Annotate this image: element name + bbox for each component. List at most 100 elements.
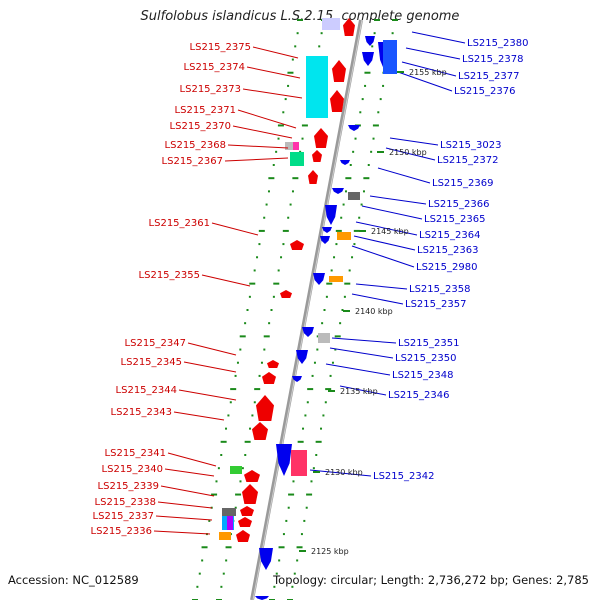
kbp-tick-label: 2155 kbp [409,68,447,77]
label-leader [369,195,427,205]
reverse-gene-label: LS215_3023 [440,140,501,151]
reverse-gene-label: LS215_2377 [458,71,519,82]
forward-gene-arrow [238,517,252,527]
label-leader [246,66,301,79]
reverse-gene-label: LS215_2380 [467,38,528,49]
gene-block [306,56,328,118]
reverse-gene-label: LS215_2357 [405,299,466,310]
label-leader [405,47,461,60]
forward-gene-label: LS215_2355 [139,270,200,281]
gene-block [291,450,307,476]
forward-gene-arrow [242,484,258,504]
reverse-gene-label: LS215_2346 [388,390,449,401]
label-leader [309,469,372,477]
accession-text: Accession: NC_012589 [8,573,139,587]
gene-labels: LS215_2375 LS215_2374 LS215_2373 LS215_2371… [91,38,529,537]
kbp-tick-label: 2150 kbp [389,148,427,157]
forward-gene-arrow [312,150,322,162]
forward-gene-arrow [314,128,328,148]
label-leader [153,530,211,535]
reverse-gene-label: LS215_2363 [417,245,478,256]
forward-gene-arrow [280,290,292,298]
forward-gene-label: LS215_2337 [93,511,154,522]
label-leader [232,125,293,139]
reverse-gene-arrow [322,227,332,233]
reverse-gene-label: LS215_2342 [373,471,434,482]
label-leader [351,245,415,268]
reverse-gene-label: LS215_2351 [398,338,459,349]
reverse-gene-label: LS215_2348 [392,370,453,381]
label-leader [401,61,457,77]
tick-rings [192,19,398,600]
forward-gene-label: LS215_2338 [95,497,156,508]
label-leader [242,88,303,99]
label-leader [155,515,213,521]
kbp-tick-label: 2135 kbp [340,387,378,396]
label-leader [353,235,416,251]
reverse-gene-label: LS215_2365 [424,214,485,225]
label-leader [160,485,215,497]
kbp-ticks: 2155 kbp 2150 kbp 2145 kbp 2140 kbp 2135 kbp… [299,68,447,556]
gene-block [383,40,397,74]
reverse-gene-arrow [313,273,325,285]
reverse-gene-label: LS215_2376 [454,86,515,97]
reverse-gene-arrow [325,205,337,225]
forward-gene-arrow [330,90,344,112]
reverse-gene-arrow [255,596,269,600]
forward-gene-label: LS215_2340 [102,464,163,475]
label-leader [157,501,213,509]
label-leader [329,347,394,359]
label-leader [361,205,423,220]
forward-gene-arrow [332,60,346,82]
forward-gene-arrow [308,170,318,184]
forward-gene-label: LS215_2344 [116,385,177,396]
forward-gene-label: LS215_2375 [190,42,251,53]
label-leader [201,274,251,287]
label-leader [351,293,404,305]
backbone-axis [250,19,363,600]
reverse-gene-arrow [276,444,292,476]
reverse-gene-arrow [296,350,308,364]
forward-gene-label: LS215_2374 [184,62,245,73]
label-leaders [153,31,466,535]
forward-gene-label: LS215_2367 [162,156,223,167]
kbp-tick-label: 2145 kbp [371,227,409,236]
reverse-gene-arrow [348,125,360,131]
forward-gene-arrow [262,372,276,384]
forward-gene-arrow [240,506,254,516]
label-leader [164,468,215,477]
label-leader [411,31,466,44]
gene-block [230,466,242,474]
gene-block [348,192,360,200]
gene-features [219,18,397,600]
forward-gene-label: LS215_2373 [180,84,241,95]
label-leader [224,157,289,162]
gene-block [291,142,299,150]
label-leader [331,337,397,344]
forward-gene-arrow [343,18,355,36]
forward-gene-label: LS215_2343 [111,407,172,418]
gene-block [322,18,340,30]
forward-gene-arrow [267,360,279,368]
label-leader [167,452,217,467]
reverse-gene-arrow [320,236,330,244]
label-leader [355,221,418,236]
reverse-gene-label: LS215_2350 [395,353,456,364]
forward-gene-label: LS215_2336 [91,526,152,537]
gene-block [285,142,293,150]
label-leader [178,389,237,401]
reverse-gene-label: LS215_2372 [437,155,498,166]
kbp-tick-label: 2130 kbp [325,468,363,477]
reverse-gene-label: LS215_2980 [416,262,477,273]
forward-gene-label: LS215_2370 [170,121,231,132]
label-leader [252,46,299,59]
gene-block [318,333,330,343]
label-leader [325,363,391,376]
reverse-gene-arrow [259,548,273,570]
topology-text: Topology: circular; Length: 2,736,272 bp… [273,573,589,587]
forward-gene-arrow [290,240,304,250]
forward-gene-label: LS215_2371 [175,105,236,116]
reverse-gene-label: LS215_2358 [409,284,470,295]
gene-block [337,232,351,240]
